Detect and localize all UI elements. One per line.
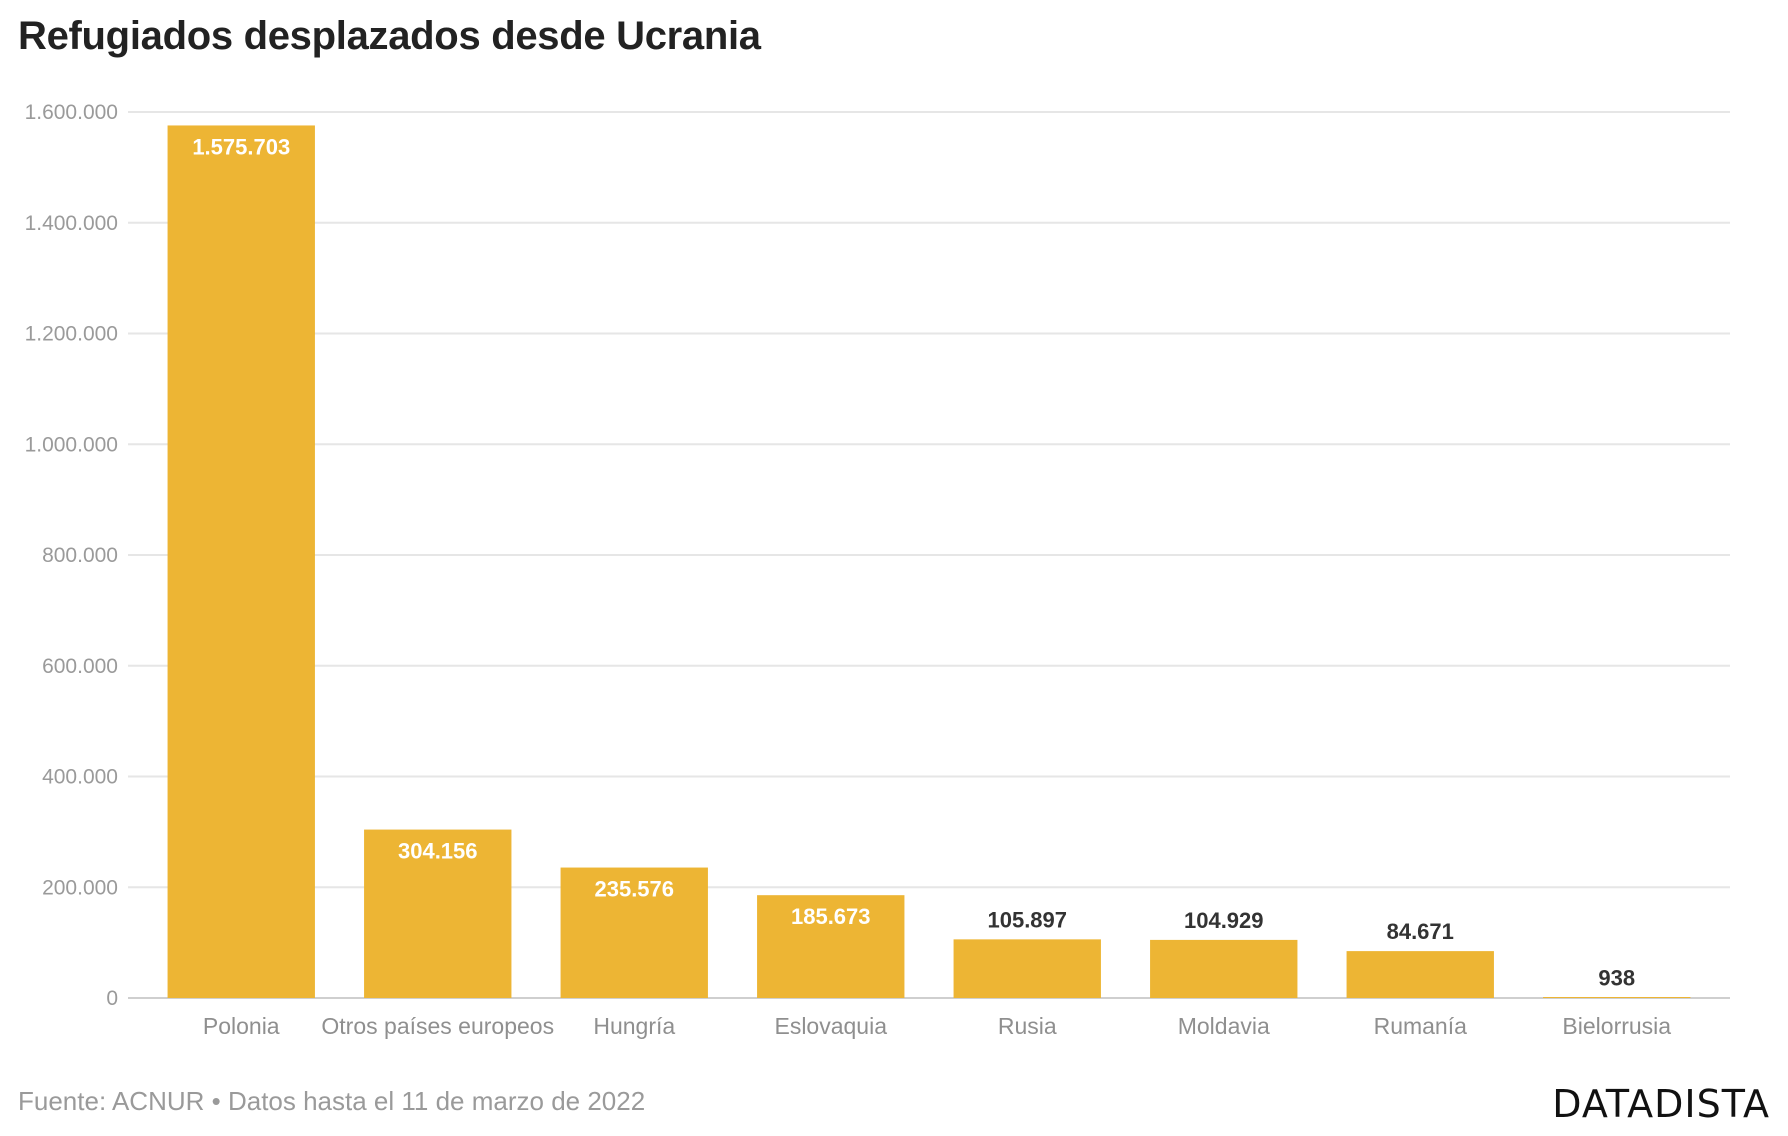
x-tick-label: Rusia (998, 1013, 1057, 1039)
x-axis-ticks: Polonia Otros países europeos Hungría Eslov… (203, 1013, 1671, 1039)
y-tick-label: 400.000 (42, 766, 118, 789)
y-tick-label: 200.000 (42, 876, 118, 899)
bar-5 (953, 939, 1101, 998)
y-tick-label: 800.000 (42, 544, 118, 567)
x-tick-label: Bielorrusia (1562, 1013, 1671, 1039)
bar-4 (757, 895, 905, 998)
bar-value-label: 235.576 (594, 877, 674, 902)
brand-logo: DATADISTA (1552, 1082, 1770, 1126)
bar-value-label: 1.575.703 (192, 134, 290, 159)
y-tick-label: 1.200.000 (25, 323, 118, 346)
y-tick-label: 600.000 (42, 655, 118, 678)
bars (167, 125, 1691, 998)
x-tick-label: Polonia (203, 1013, 280, 1039)
x-tick-label: Otros países europeos (321, 1013, 554, 1039)
bar-chart: 0 200.000 400.000 600.000 800.000 1.000.000 1.… (25, 101, 1730, 1039)
x-tick-label: Eslovaquia (774, 1013, 887, 1039)
bar-value-label: 105.897 (987, 907, 1067, 932)
y-tick-label: 0 (106, 987, 118, 1010)
y-axis-ticks: 0 200.000 400.000 600.000 800.000 1.000.000 1.… (25, 101, 118, 1010)
y-tick-label: 1.000.000 (25, 433, 118, 456)
y-tick-label: 1.400.000 (25, 212, 118, 235)
bar-7 (1346, 951, 1494, 998)
x-tick-label: Hungría (593, 1013, 675, 1039)
bar-value-label: 304.156 (398, 839, 478, 864)
bar-value-label: 104.929 (1184, 908, 1264, 933)
bar-value-label: 938 (1598, 965, 1635, 990)
x-tick-label: Moldavia (1178, 1013, 1270, 1039)
bar-6 (1150, 939, 1298, 998)
y-tick-label: 1.600.000 (25, 101, 118, 124)
bar-2 (364, 829, 512, 998)
x-tick-label: Rumanía (1374, 1013, 1468, 1039)
bar-value-label: 84.671 (1387, 919, 1454, 944)
bar-value-label: 185.673 (791, 904, 871, 929)
bar-1 (167, 125, 315, 998)
bar-8 (1543, 997, 1691, 998)
chart-title: Refugiados desplazados desde Ucrania (18, 14, 761, 58)
bar-labels: 1.575.703 304.156 235.576 185.673 105.897 104… (192, 134, 1635, 990)
source-note: Fuente: ACNUR • Datos hasta el 11 de mar… (18, 1086, 646, 1116)
bar-3 (560, 867, 708, 998)
